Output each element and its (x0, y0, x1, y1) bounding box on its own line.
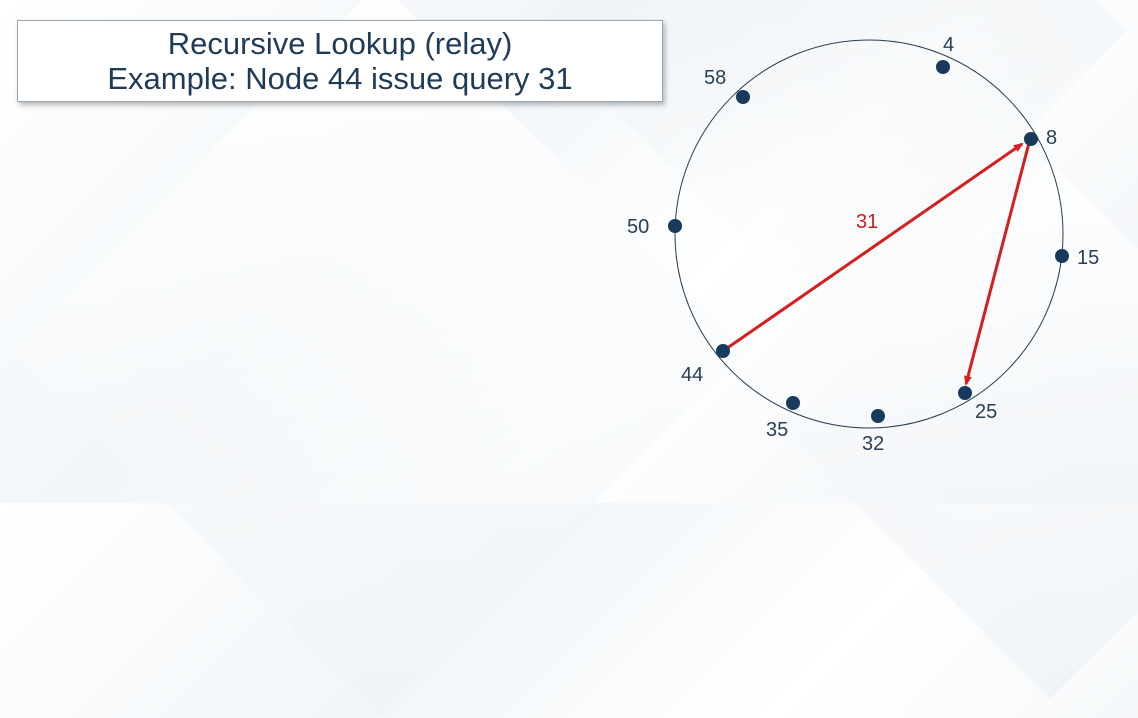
node-label: 35 (766, 419, 788, 441)
node-44: 44 (681, 344, 730, 386)
chord-ring-diagram: 31 4 8 15 25 32 35 44 50 58 (627, 34, 1099, 455)
node-dot (958, 386, 972, 400)
query-arrow-8-to-25 (964, 142, 1031, 386)
node-dot (936, 60, 950, 74)
title-box: Recursive Lookup (relay) Example: Node 4… (17, 20, 663, 102)
node-label: 58 (704, 67, 726, 89)
node-label: 25 (975, 401, 997, 423)
query-label: 31 (856, 211, 878, 233)
node-dot (786, 396, 800, 410)
node-dot (736, 90, 750, 104)
node-dot (668, 219, 682, 233)
node-35: 35 (766, 396, 800, 441)
node-dot (1055, 249, 1069, 263)
node-label: 4 (943, 34, 954, 56)
node-8: 8 (1024, 127, 1057, 149)
node-dot (871, 409, 885, 423)
node-58: 58 (704, 67, 750, 104)
title-line-2: Example: Node 44 issue query 31 (107, 61, 573, 96)
node-label: 50 (627, 216, 649, 238)
node-label: 15 (1077, 247, 1099, 269)
node-50: 50 (627, 216, 682, 238)
node-25: 25 (958, 386, 997, 423)
query-arrow-44-to-8 (722, 142, 1024, 353)
node-label: 32 (862, 433, 884, 455)
node-15: 15 (1055, 247, 1099, 269)
node-4: 4 (936, 34, 954, 74)
node-32: 32 (862, 409, 885, 455)
title-line-1: Recursive Lookup (relay) (167, 26, 513, 61)
node-label: 8 (1046, 127, 1057, 149)
node-label: 44 (681, 364, 703, 386)
node-dot (716, 344, 730, 358)
node-dot (1024, 132, 1038, 146)
identifier-ring (674, 39, 1064, 429)
